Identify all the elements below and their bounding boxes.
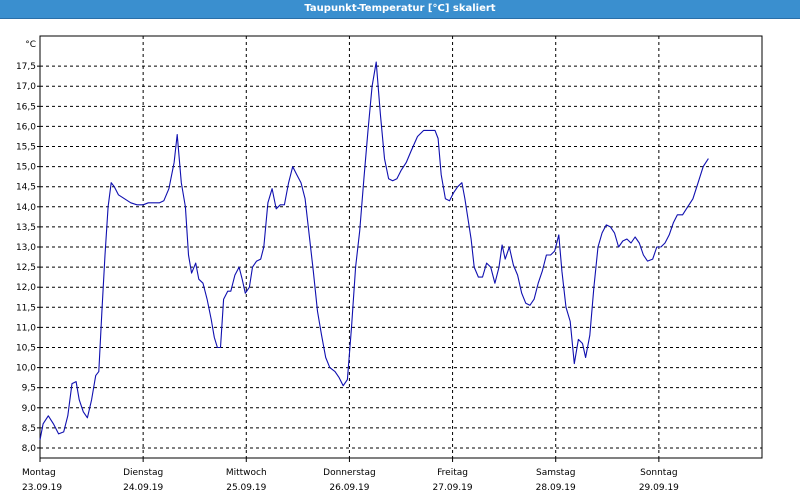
x-tick-day-label: Donnerstag: [323, 468, 376, 478]
x-tick-day-label: Dienstag: [123, 468, 163, 478]
x-tick-date-label: 25.09.19: [226, 483, 266, 493]
x-tick-date-label: 29.09.19: [639, 483, 679, 493]
y-tick-label: 14,5: [16, 183, 36, 193]
y-tick-label: 10,0: [16, 364, 36, 374]
x-tick-day-label: Montag: [22, 468, 56, 478]
series-line: [39, 61, 709, 441]
x-tick-day-label: Freitag: [437, 468, 468, 478]
x-tick-date-label: 27.09.19: [433, 483, 473, 493]
y-tick-label: 15,0: [16, 163, 36, 173]
x-tick-date-label: 23.09.19: [22, 483, 62, 493]
y-tick-label: 15,5: [16, 143, 36, 153]
x-tick-date-label: 24.09.19: [123, 483, 163, 493]
y-tick-label: 11,5: [16, 303, 36, 313]
y-tick-label: 13,0: [16, 243, 36, 253]
y-tick-label: 12,5: [16, 263, 36, 273]
y-tick-label: 11,0: [16, 323, 36, 333]
line-chart: 8,0 8,5 9,0 9,5 10,0 10,5 11,0 11,5 12,0 12,5 13,0…: [16, 35, 763, 493]
y-tick-label: 8,0: [22, 444, 37, 454]
y-tick-label: 9,5: [22, 384, 36, 394]
y-tick-label: 16,0: [16, 122, 36, 132]
x-tick-day-label: Mittwoch: [226, 468, 267, 478]
chart-panel: 8,0 8,5 9,0 9,5 10,0 10,5 11,0 11,5 12,0 12,5 13,0…: [0, 19, 800, 500]
y-tick-label: 14,0: [16, 203, 36, 213]
chart-title: Taupunkt-Temperatur [°C] skaliert: [0, 0, 800, 19]
y-tick-label: 12,0: [16, 283, 36, 293]
y-tick-label: 16,5: [16, 102, 36, 112]
y-tick-label: 13,5: [16, 223, 36, 233]
x-tick-day-label: Sonntag: [640, 468, 677, 478]
y-tick-label: 17,5: [16, 62, 36, 72]
y-unit-label: °C: [25, 40, 36, 50]
x-tick-date-label: 26.09.19: [329, 483, 369, 493]
y-tick-label: 17,0: [16, 82, 36, 92]
y-tick-label: 9,0: [22, 404, 37, 414]
y-tick-label: 10,5: [16, 343, 36, 353]
x-tick-day-label: Samstag: [536, 468, 575, 478]
x-tick-date-label: 28.09.19: [536, 483, 576, 493]
y-tick-label: 8,5: [22, 424, 36, 434]
